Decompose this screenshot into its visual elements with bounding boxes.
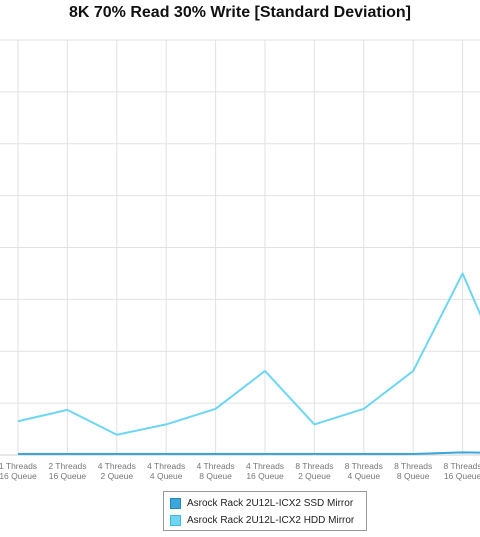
- x-tick-label: 2 Threads 16 Queue: [48, 461, 86, 481]
- data-point[interactable]: [460, 449, 466, 455]
- data-point[interactable]: [213, 451, 219, 457]
- data-point[interactable]: [410, 451, 416, 457]
- x-tick-label: 1 Threads 16 Queue: [0, 461, 37, 481]
- data-point[interactable]: [15, 418, 21, 424]
- chart-legend: Asrock Rack 2U12L-ICX2 SSD Mirror Asrock…: [163, 491, 367, 531]
- data-point[interactable]: [460, 270, 466, 276]
- series-line-1[interactable]: [17, 272, 480, 436]
- chart-gridlines: [0, 39, 480, 456]
- data-point[interactable]: [64, 451, 70, 457]
- data-point[interactable]: [64, 407, 70, 413]
- x-tick-label: 4 Threads 4 Queue: [147, 461, 185, 481]
- legend-swatch-ssd-mirror: [170, 498, 181, 509]
- x-axis-tick-labels: 1 Threads 16 Queue 2 Threads 16 Queue 4 Thre…: [0, 461, 480, 481]
- x-tick-label: 8 Threads 8 Queue: [394, 461, 432, 481]
- x-tick-label: 8 Threads 16 Queue: [444, 461, 480, 481]
- legend-label-ssd-mirror: Asrock Rack 2U12L-ICX2 SSD Mirror: [187, 498, 354, 509]
- legend-swatch-hdd-mirror: [170, 515, 181, 526]
- data-point[interactable]: [114, 451, 120, 457]
- x-tick-label: 8 Threads 4 Queue: [345, 461, 383, 481]
- x-tick-label: 4 Threads 8 Queue: [197, 461, 235, 481]
- legend-label-hdd-mirror: Asrock Rack 2U12L-ICX2 HDD Mirror: [187, 515, 355, 526]
- data-point[interactable]: [262, 451, 268, 457]
- x-tick-label: 8 Threads 2 Queue: [295, 461, 333, 481]
- data-point[interactable]: [163, 421, 169, 427]
- data-point[interactable]: [114, 432, 120, 438]
- x-tick-label: 4 Threads 2 Queue: [98, 461, 136, 481]
- series-line-0[interactable]: [18, 451, 480, 455]
- legend-item-ssd-mirror[interactable]: Asrock Rack 2U12L-ICX2 SSD Mirror: [170, 495, 360, 512]
- data-point[interactable]: [213, 406, 219, 412]
- data-point[interactable]: [410, 368, 416, 374]
- data-point[interactable]: [311, 421, 317, 427]
- data-point[interactable]: [361, 451, 367, 457]
- chart-title: 8K 70% Read 30% Write [Standard Deviatio…: [68, 4, 412, 21]
- data-point[interactable]: [15, 451, 21, 457]
- data-point[interactable]: [311, 451, 317, 457]
- data-point[interactable]: [163, 451, 169, 457]
- chart-series: [15, 270, 480, 457]
- data-point[interactable]: [361, 406, 367, 412]
- data-point[interactable]: [262, 368, 268, 374]
- legend-item-hdd-mirror[interactable]: Asrock Rack 2U12L-ICX2 HDD Mirror: [170, 512, 360, 529]
- x-tick-label: 4 Threads 16 Queue: [246, 461, 284, 481]
